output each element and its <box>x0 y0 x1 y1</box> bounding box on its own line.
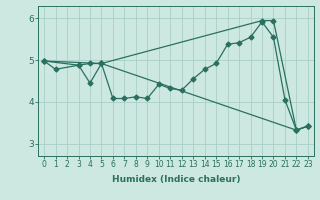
X-axis label: Humidex (Indice chaleur): Humidex (Indice chaleur) <box>112 175 240 184</box>
